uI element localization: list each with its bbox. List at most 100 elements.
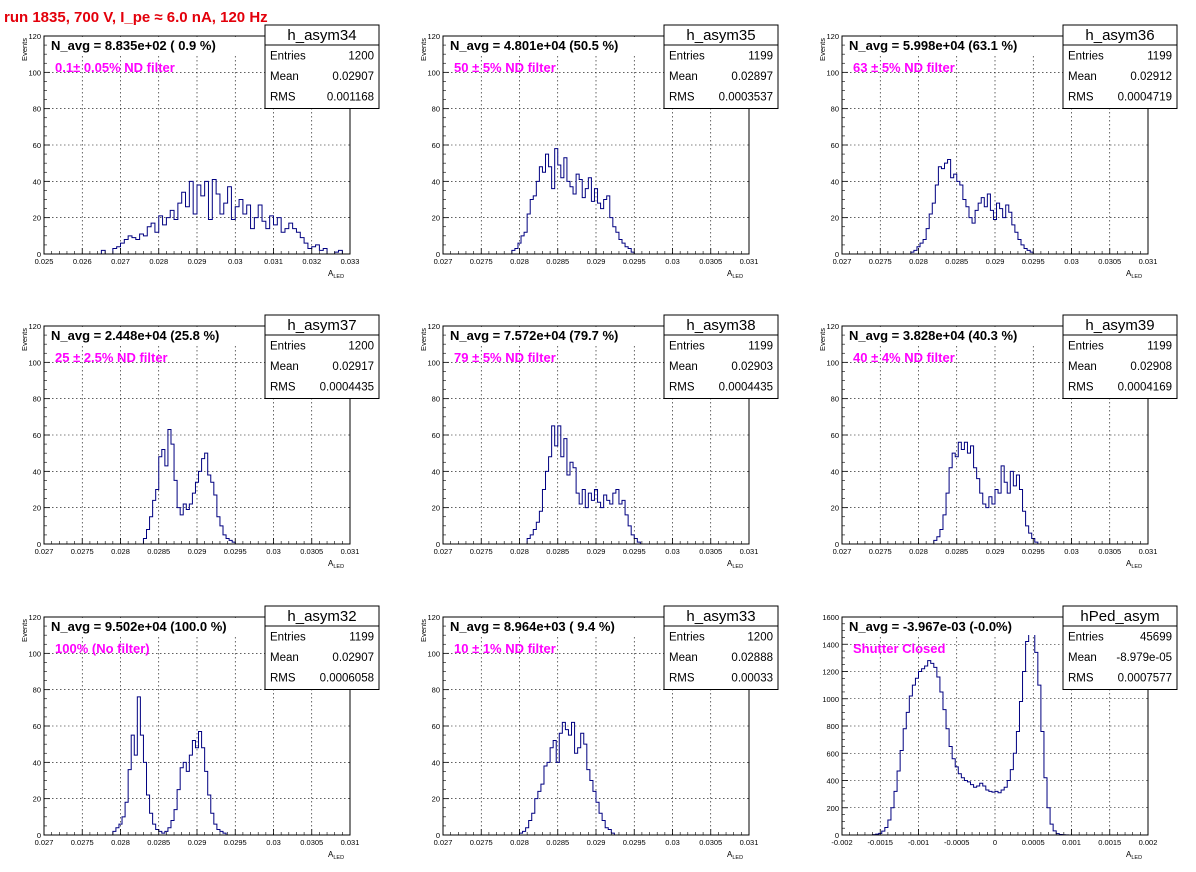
x-axis-title: ALED (1126, 850, 1142, 861)
x-tick-label: 0.029 (188, 838, 207, 847)
histogram-name: h_asym32 (287, 608, 356, 625)
x-tick-label: 0.027 (434, 838, 453, 847)
stats-box: h_asym33 Entries 1200 Mean 0.02888 RMS 0.00033 (663, 605, 779, 690)
navg-label-bg (845, 37, 1040, 54)
y-tick-label: 120 (28, 322, 41, 331)
stats-value-entries: 1199 (748, 341, 773, 353)
y-tick-label: 80 (831, 395, 839, 404)
x-axis-title: ALED (328, 269, 344, 280)
x-tick-label: 0.031 (740, 257, 759, 266)
y-tick-label: 60 (432, 431, 440, 440)
y-axis-title: Events (419, 328, 428, 351)
y-tick-label: 40 (831, 177, 839, 186)
y-tick-label: 100 (826, 68, 839, 77)
x-axis-title: ALED (727, 559, 743, 570)
stats-label-entries: Entries (669, 51, 705, 63)
histogram-line (142, 429, 236, 544)
y-tick-label: 100 (28, 68, 41, 77)
x-tick-label: 0.028 (909, 547, 928, 556)
navg-label-text: N_avg = -3.967e-03 (-0.0%) (849, 619, 1012, 634)
x-tick-label: 0.0295 (224, 547, 247, 556)
x-tick-label: 0.0275 (71, 838, 94, 847)
stats-value-entries: 1199 (349, 632, 374, 644)
x-tick-label: 0.0305 (300, 838, 323, 847)
stats-label-rms: RMS (669, 673, 695, 685)
stats-value-mean: 0.02888 (731, 652, 773, 664)
x-tick-label: 0.032 (302, 257, 321, 266)
histogram-name: h_asym38 (686, 317, 755, 334)
y-tick-label: 200 (826, 804, 839, 813)
y-tick-label: 120 (826, 32, 839, 41)
x-tick-label: -0.001 (908, 838, 929, 847)
y-tick-label: 0 (37, 250, 41, 259)
histogram-line (511, 148, 638, 255)
y-tick-label: 100 (427, 649, 440, 658)
histogram-panel: 0.027 0.0275 0.028 0.0285 0.029 0.0295 0.03 0.0… (20, 605, 380, 861)
y-tick-label: 100 (427, 68, 440, 77)
x-tick-label: 0.0275 (869, 257, 892, 266)
x-tick-label: 0.029 (986, 547, 1005, 556)
y-tick-label: 0 (835, 831, 839, 840)
y-axis-title: Events (419, 619, 428, 642)
navg-label: N_avg = 5.998e+04 (63.1 %) (845, 37, 1040, 54)
x-tick-label: 0.027 (434, 257, 453, 266)
filter-label: 79 ± 5% ND filter (454, 350, 556, 365)
x-tick-label: 0.0295 (1022, 547, 1045, 556)
x-tick-label: 0.028 (909, 257, 928, 266)
y-tick-label: 0 (835, 540, 839, 549)
navg-label-bg (47, 37, 242, 54)
navg-label: N_avg = 9.502e+04 (100.0 %) (47, 618, 242, 635)
y-tick-label: 120 (427, 613, 440, 622)
y-tick-label: 120 (427, 32, 440, 41)
y-tick-label: 1400 (822, 640, 839, 649)
x-tick-label: 0.0305 (300, 547, 323, 556)
x-tick-label: -0.0005 (944, 838, 969, 847)
x-tick-label: -0.0015 (868, 838, 893, 847)
histogram-name: h_asym34 (287, 27, 356, 44)
stats-value-rms: 0.0004435 (719, 382, 773, 394)
stats-box: h_asym35 Entries 1199 Mean 0.02897 RMS 0.00035… (663, 24, 779, 109)
navg-label-bg (446, 37, 641, 54)
x-tick-label: 0.03 (1064, 257, 1079, 266)
y-tick-label: 100 (826, 358, 839, 367)
stats-box-frame (264, 24, 380, 109)
y-tick-label: 1600 (822, 613, 839, 622)
y-tick-label: 100 (427, 358, 440, 367)
y-tick-label: 60 (33, 141, 41, 150)
x-axis-title: ALED (1126, 559, 1142, 570)
y-tick-label: 60 (432, 722, 440, 731)
filter-label: 63 ± 5% ND filter (853, 60, 955, 75)
stats-label-entries: Entries (270, 51, 306, 63)
y-tick-label: 20 (33, 214, 41, 223)
navg-label: N_avg = -3.967e-03 (-0.0%) (845, 618, 1040, 635)
x-tick-label: 0.028 (510, 257, 529, 266)
x-tick-label: 0.029 (986, 257, 1005, 266)
y-axis-title: Events (20, 38, 29, 61)
stats-label-entries: Entries (669, 341, 705, 353)
y-tick-label: 120 (427, 322, 440, 331)
navg-label-text: N_avg = 3.828e+04 (40.3 %) (849, 328, 1017, 343)
x-tick-label: 0.0285 (147, 547, 170, 556)
y-tick-label: 40 (33, 177, 41, 186)
x-tick-label: 0 (993, 838, 997, 847)
y-tick-label: 120 (28, 32, 41, 41)
x-tick-label: -0.002 (831, 838, 852, 847)
x-tick-label: 0.031 (341, 547, 360, 556)
x-tick-label: 0.029 (188, 257, 207, 266)
y-tick-label: 20 (831, 214, 839, 223)
x-tick-label: 0.031 (740, 838, 759, 847)
x-tick-label: 0.03 (665, 838, 680, 847)
stats-value-rms: 0.0007577 (1118, 673, 1172, 685)
x-tick-label: 0.0305 (699, 257, 722, 266)
y-tick-label: 120 (826, 322, 839, 331)
x-tick-label: 0.0305 (699, 838, 722, 847)
stats-label-entries: Entries (1068, 51, 1104, 63)
stats-label-rms: RMS (1068, 92, 1094, 104)
histogram-name: h_asym36 (1085, 27, 1154, 44)
y-tick-label: 20 (432, 504, 440, 513)
y-tick-label: 80 (831, 105, 839, 114)
navg-label: N_avg = 7.572e+04 (79.7 %) (446, 327, 641, 344)
y-tick-label: 80 (33, 686, 41, 695)
navg-label-text: N_avg = 8.964e+03 ( 9.4 %) (450, 619, 615, 634)
x-tick-label: 0.0305 (699, 547, 722, 556)
